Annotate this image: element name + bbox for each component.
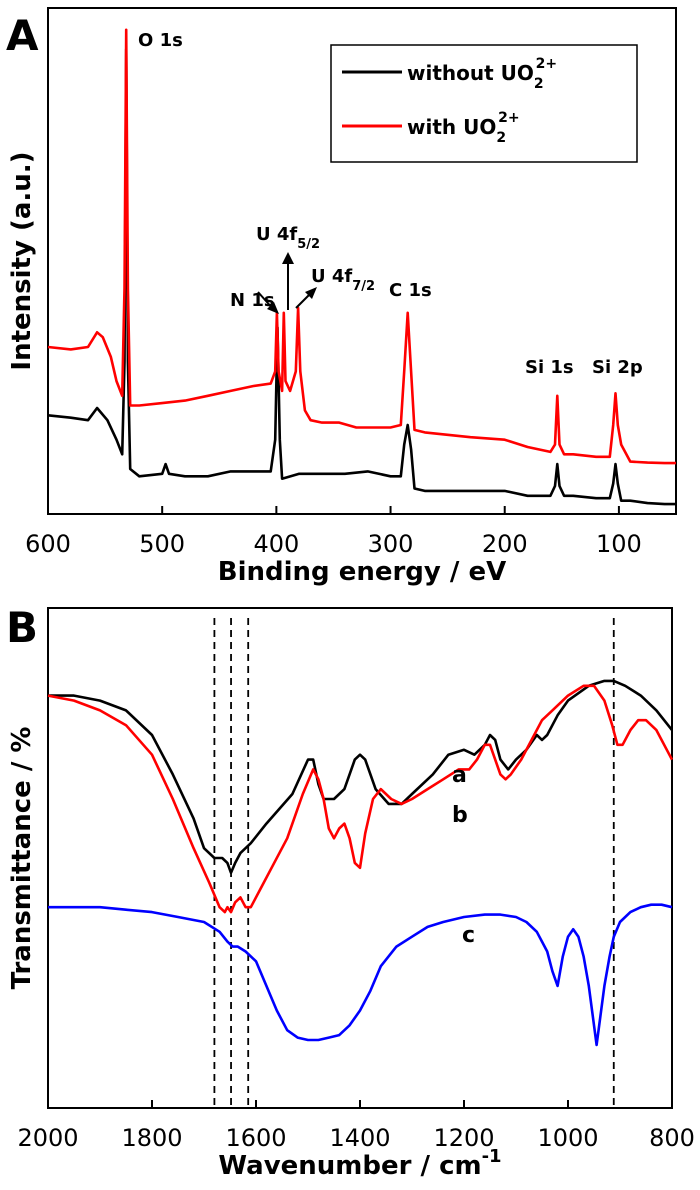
curve-label-c: c [462,923,475,948]
annotation-u-4f72-main: U 4f [311,266,352,287]
panel-b-reference-lines [213,618,615,1108]
panel-a-x-tick-label: 400 [253,530,299,558]
annotation-u-4f52-main: U 4f [256,224,297,245]
svg-text:with UO22+: with UO2 2+ [407,110,520,146]
panel-b-x-axis-title-sup: -1 [482,1146,502,1167]
panel-b-series-lines [47,679,674,1047]
annotation-si-1s: Si 1s [525,357,574,378]
panel-a-legend: without UO22+ with UO22+ [330,44,638,163]
panel-b-letter: B [6,603,38,652]
panel-a-x-tick-label: 600 [25,530,71,558]
panel-b-x-tick-label: 800 [649,1124,695,1152]
panel-b-x-tick-label: 1600 [225,1124,286,1152]
series-line-b-2 [48,903,673,1047]
series-line-b-0 [48,679,674,875]
panel-a-x-ticks: 600 500 400 300 200 100 [25,506,642,558]
series-line-a-0 [47,47,676,506]
panel-a-x-tick-label: 300 [368,530,414,558]
svg-text:U 4f7/2: U 4f7/2 [311,266,375,294]
panel-b: B 2000 1800 1600 1400 1200 1000 800 a b c Wave… [6,603,695,1181]
panel-b-x-axis-title: Wavenumber / cm [218,1151,481,1181]
panel-b-x-tick-label: 2000 [17,1124,78,1152]
panel-b-x-tick-label: 1800 [121,1124,182,1152]
panel-b-x-ticks: 2000 1800 1600 1400 1200 1000 800 [17,1100,695,1152]
panel-b-x-tick-label: 1200 [433,1124,494,1152]
panel-a-x-axis-title: Binding energy / eV [218,557,506,587]
legend-box [330,44,638,163]
svg-text:U 4f5/2: U 4f5/2 [256,224,320,252]
panel-b-x-tick-label: 1000 [537,1124,598,1152]
panel-b-x-tick-label: 1400 [329,1124,390,1152]
panel-a-letter: A [6,11,39,60]
panel-a-annotations: O 1s N 1s U 4f5/2 U 4f7/2 C 1s Si 1s Si … [138,30,643,378]
panel-b-plot-frame [47,607,673,1109]
curve-label-b: b [452,803,468,828]
legend-label-with: with UO [407,115,496,139]
annotation-si-2p: Si 2p [592,357,643,378]
annotation-u-4f52: U 4f5/2 [256,224,320,252]
series-line-a-1 [47,28,676,465]
legend-label-with-sup: 2+ [498,110,519,126]
annotation-n-1s: N 1s [230,290,275,311]
curve-label-a: a [452,763,467,788]
panel-a-plot-frame [47,7,677,515]
arrowhead-n-1s [267,302,279,314]
panel-a: A 600 500 400 300 200 100 O 1s N 1s U 4f5/2 U… [6,7,677,587]
legend-label-without-sub: 2 [534,76,544,92]
svg-text:Wavenumber / cm-1: Wavenumber / cm-1 [218,1146,501,1181]
arrowhead-u-4f72 [305,287,317,299]
annotation-u-4f72: U 4f7/2 [311,266,375,294]
annotation-c-1s: C 1s [389,280,432,301]
annotation-o-1s: O 1s [138,30,183,51]
annotation-u-4f72-sub: 7/2 [352,279,375,294]
legend-label-with-sub: 2 [496,130,506,146]
panel-a-x-tick-label: 100 [596,530,642,558]
annotation-u-4f52-sub: 5/2 [297,237,320,252]
panel-a-x-tick-label: 500 [139,530,185,558]
panel-b-y-axis-title: Transmittance / % [7,727,37,990]
legend-label-without: without UO [407,61,534,85]
series-line-b-1 [47,684,674,914]
legend-label-without-sup: 2+ [536,56,557,72]
panel-a-y-axis-title: Intensity (a.u.) [7,151,37,370]
svg-text:without UO22+: without UO2 2+ [407,56,557,92]
arrowhead-u-4f52 [282,252,294,264]
panel-a-series-lines [47,28,676,506]
panel-a-x-tick-label: 200 [482,530,528,558]
